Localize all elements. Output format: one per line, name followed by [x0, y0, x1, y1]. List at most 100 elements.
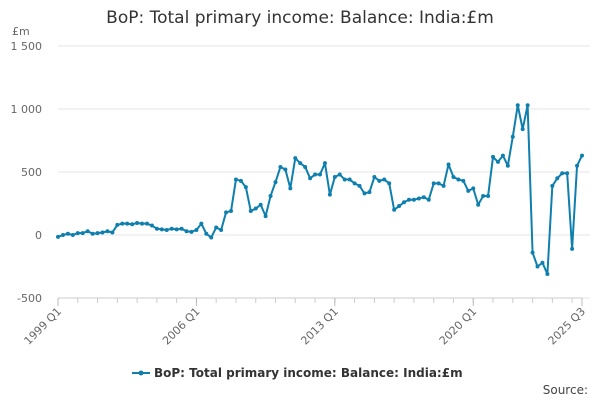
data-point[interactable]	[125, 221, 130, 226]
data-point[interactable]	[219, 227, 224, 232]
data-point[interactable]	[421, 195, 426, 200]
data-point[interactable]	[174, 227, 179, 232]
data-point[interactable]	[327, 192, 332, 197]
data-point[interactable]	[347, 177, 352, 182]
data-point[interactable]	[456, 177, 461, 182]
legend[interactable]: BoP: Total primary income: Balance: Indi…	[132, 366, 463, 380]
data-point[interactable]	[520, 127, 525, 132]
data-point[interactable]	[263, 214, 268, 219]
data-point[interactable]	[278, 164, 283, 169]
data-point[interactable]	[164, 227, 169, 232]
data-point[interactable]	[362, 191, 367, 196]
data-point[interactable]	[75, 231, 80, 236]
data-point[interactable]	[90, 231, 95, 236]
data-point[interactable]	[431, 181, 436, 186]
data-point[interactable]	[565, 171, 570, 176]
data-point[interactable]	[486, 193, 491, 198]
data-point[interactable]	[545, 272, 550, 277]
data-point[interactable]	[382, 177, 387, 182]
data-point[interactable]	[525, 103, 530, 108]
data-point[interactable]	[189, 229, 194, 234]
data-point[interactable]	[397, 204, 402, 209]
data-point[interactable]	[426, 197, 431, 202]
data-point[interactable]	[416, 196, 421, 201]
data-point[interactable]	[411, 197, 416, 202]
data-point[interactable]	[446, 162, 451, 167]
data-point[interactable]	[60, 233, 65, 237]
data-point[interactable]	[495, 159, 500, 164]
data-point[interactable]	[229, 209, 234, 214]
data-point[interactable]	[402, 200, 407, 205]
data-point[interactable]	[130, 222, 135, 227]
data-point[interactable]	[466, 188, 471, 193]
data-point[interactable]	[540, 260, 545, 265]
data-point[interactable]	[135, 221, 140, 226]
data-point[interactable]	[268, 193, 273, 198]
data-point[interactable]	[303, 164, 308, 169]
data-point[interactable]	[313, 172, 318, 177]
data-point[interactable]	[481, 193, 486, 198]
data-point[interactable]	[491, 154, 496, 159]
data-point[interactable]	[441, 183, 446, 188]
data-point[interactable]	[406, 197, 411, 202]
data-point[interactable]	[184, 229, 189, 234]
data-point[interactable]	[204, 231, 209, 236]
data-point[interactable]	[322, 161, 327, 166]
data-point[interactable]	[95, 231, 100, 236]
data-point[interactable]	[392, 207, 397, 212]
data-point[interactable]	[115, 222, 120, 227]
data-point[interactable]	[575, 163, 580, 168]
data-point[interactable]	[352, 181, 357, 186]
data-point[interactable]	[510, 134, 515, 139]
data-point[interactable]	[233, 177, 238, 182]
data-point[interactable]	[159, 227, 164, 232]
data-point[interactable]	[169, 226, 174, 231]
data-point[interactable]	[580, 153, 584, 158]
data-point[interactable]	[436, 181, 441, 186]
data-point[interactable]	[120, 221, 125, 226]
data-point[interactable]	[505, 163, 510, 168]
data-point[interactable]	[357, 183, 362, 188]
data-point[interactable]	[332, 175, 337, 180]
data-point[interactable]	[273, 180, 278, 185]
data-point[interactable]	[476, 202, 481, 207]
data-point[interactable]	[209, 235, 214, 240]
data-point[interactable]	[342, 177, 347, 182]
data-point[interactable]	[179, 226, 184, 231]
data-point[interactable]	[461, 178, 466, 183]
data-point[interactable]	[149, 223, 154, 228]
data-point[interactable]	[85, 229, 90, 234]
data-point[interactable]	[451, 175, 456, 180]
data-point[interactable]	[337, 172, 342, 177]
data-point[interactable]	[214, 225, 219, 230]
data-point[interactable]	[194, 227, 199, 232]
data-point[interactable]	[318, 172, 322, 177]
data-point[interactable]	[560, 171, 565, 176]
data-point[interactable]	[535, 264, 540, 269]
data-point[interactable]	[530, 250, 535, 255]
data-point[interactable]	[248, 209, 253, 214]
data-point[interactable]	[298, 161, 303, 166]
data-point[interactable]	[110, 230, 115, 235]
data-point[interactable]	[367, 190, 372, 195]
data-point[interactable]	[70, 233, 75, 237]
data-point[interactable]	[238, 178, 243, 183]
data-point[interactable]	[140, 221, 145, 226]
data-point[interactable]	[377, 178, 382, 183]
data-point[interactable]	[293, 156, 298, 161]
data-point[interactable]	[65, 231, 70, 236]
data-point[interactable]	[105, 229, 110, 234]
data-point[interactable]	[80, 231, 85, 236]
data-point[interactable]	[288, 186, 293, 191]
data-point[interactable]	[144, 221, 149, 226]
data-point[interactable]	[372, 175, 377, 180]
data-point[interactable]	[570, 246, 575, 251]
data-point[interactable]	[500, 153, 505, 158]
data-point[interactable]	[387, 181, 392, 186]
data-point[interactable]	[224, 210, 229, 215]
data-point[interactable]	[308, 176, 313, 181]
data-point[interactable]	[555, 176, 560, 181]
data-point[interactable]	[258, 202, 263, 207]
data-point[interactable]	[243, 185, 248, 190]
data-point[interactable]	[199, 221, 204, 226]
